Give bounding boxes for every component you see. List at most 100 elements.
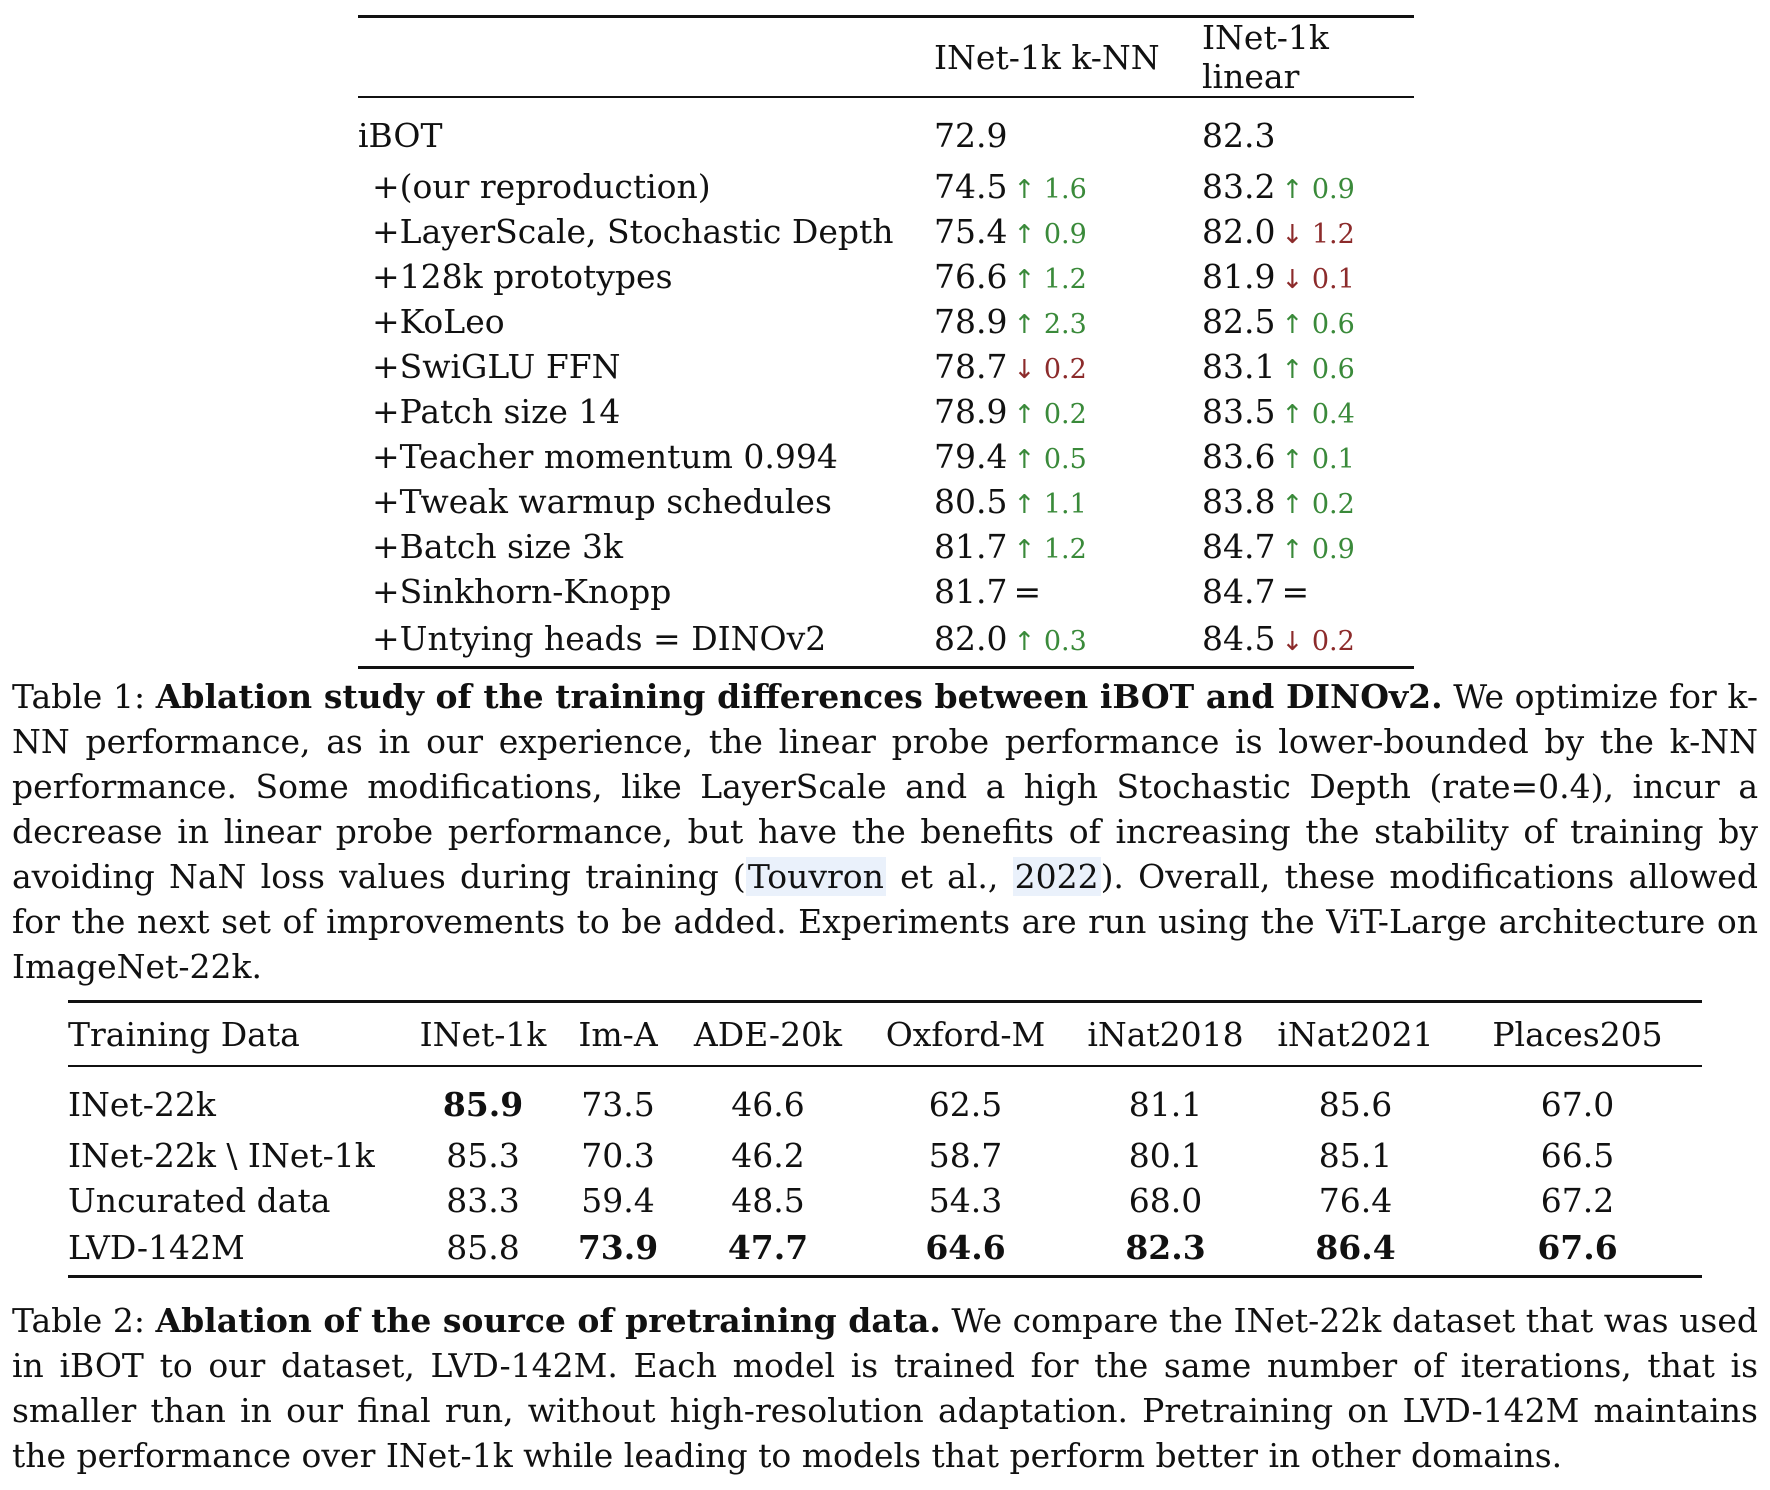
knn-cell: 81.7 ↑ 1.2 — [934, 524, 1202, 569]
table-2-row: LVD-142M 85.8 73.9 47.7 64.6 82.3 86.4 67.6 — [68, 1223, 1702, 1278]
arrow-up-icon: ↑ — [1281, 400, 1304, 430]
linear-delta: ↑ 0.4 — [1281, 399, 1354, 430]
table-2-header-inat2021: iNat2021 — [1258, 1000, 1453, 1067]
caption-title: Ablation study of the training differenc… — [155, 677, 1443, 716]
linear-delta-value: 0.6 — [1311, 354, 1355, 385]
linear-delta-value: 0.1 — [1311, 264, 1355, 295]
knn-delta: ↑ 1.2 — [1013, 534, 1086, 565]
linear-delta: ↑ 0.6 — [1281, 309, 1354, 340]
linear-cell: 84.5 ↓ 0.2 — [1202, 614, 1414, 669]
table-2-header-inat2018: iNat2018 — [1073, 1000, 1258, 1067]
knn-cell: 78.9 ↑ 2.3 — [934, 299, 1202, 344]
metric-value: 85.1 — [1318, 1136, 1393, 1175]
metric-value: 82.3 — [1073, 1223, 1258, 1278]
citation-etal: et al., — [885, 857, 1013, 896]
metric-value: 83.3 — [446, 1181, 520, 1220]
linear-delta: ↑ 0.6 — [1281, 354, 1354, 385]
arrow-down-icon: ↓ — [1281, 626, 1304, 657]
table-1-caption: Table 1: Ablation study of the training … — [12, 674, 1758, 989]
table-1-row: +KoLeo 78.9 ↑ 2.3 82.5 ↑ 0.6 — [358, 299, 1414, 344]
citation-author-link[interactable]: Touvron — [745, 857, 886, 896]
row-label: +KoLeo — [372, 302, 505, 341]
metric-value: 86.4 — [1258, 1223, 1453, 1278]
linear-value: 82.0 — [1202, 212, 1276, 251]
knn-value: 81.7 — [934, 527, 1008, 566]
knn-delta: ↑ 0.9 — [1013, 219, 1086, 250]
knn-delta: ↑ 1.1 — [1013, 489, 1086, 520]
metric-value: 46.2 — [731, 1136, 805, 1175]
table-1-row: +LayerScale, Stochastic Depth 75.4 ↑ 0.9 82… — [358, 209, 1414, 254]
linear-value: 84.7 — [1202, 527, 1276, 566]
knn-delta: ↑ 0.2 — [1013, 399, 1086, 430]
linear-delta-value: 0.2 — [1311, 489, 1355, 520]
table-2-header-places205: Places205 — [1453, 1000, 1702, 1067]
row-label: +LayerScale, Stochastic Depth — [372, 212, 894, 251]
metric-value: 76.4 — [1318, 1181, 1393, 1220]
linear-cell: 82.0 ↓ 1.2 — [1202, 209, 1414, 254]
table-1-header-row: INet-1k k-NN INet-1k linear — [358, 15, 1414, 98]
caption-text: We optimize for k-NN performance, as in … — [12, 677, 1758, 896]
table-2-header-ade20k: ADE-20k — [678, 1000, 858, 1067]
metric-value: 85.9 — [442, 1084, 524, 1124]
arrow-up-icon: ↑ — [1013, 265, 1036, 295]
linear-cell: 83.1 ↑ 0.6 — [1202, 344, 1414, 389]
linear-delta: ↑ 0.9 — [1281, 174, 1354, 205]
linear-delta-value: 0.4 — [1311, 399, 1355, 430]
arrow-down-icon: ↓ — [1013, 355, 1036, 385]
arrow-up-icon: ↑ — [1013, 220, 1036, 250]
table-1-row: +Patch size 14 78.9 ↑ 0.2 83.5 ↑ 0.4 — [358, 389, 1414, 434]
arrow-up-icon: ↑ — [1013, 626, 1036, 657]
linear-cell: 83.5 ↑ 0.4 — [1202, 389, 1414, 434]
knn-cell: 80.5 ↑ 1.1 — [934, 479, 1202, 524]
knn-delta: ↑ 0.3 — [1013, 626, 1086, 657]
arrow-up-icon: ↑ — [1281, 445, 1304, 475]
knn-value: 82.0 — [934, 618, 1008, 658]
arrow-up-icon: ↑ — [1013, 400, 1036, 430]
linear-value: 84.7 — [1202, 572, 1276, 611]
equals-icon: = — [1013, 572, 1042, 611]
training-data-label: INet-22k — [68, 1084, 216, 1124]
arrow-down-icon: ↓ — [1281, 220, 1304, 250]
knn-delta: = — [1013, 572, 1041, 611]
knn-delta-value: 0.2 — [1043, 354, 1087, 385]
caption-prefix: Table 2: — [12, 1301, 156, 1340]
knn-cell: 74.5 ↑ 1.6 — [934, 164, 1202, 209]
citation-year-link[interactable]: 2022 — [1012, 857, 1101, 896]
arrow-up-icon: ↑ — [1281, 355, 1304, 385]
knn-cell: 72.9 — [934, 97, 1202, 164]
linear-value: 83.2 — [1202, 167, 1276, 206]
arrow-up-icon: ↑ — [1281, 175, 1304, 205]
metric-value: 85.6 — [1318, 1084, 1393, 1124]
linear-cell: 82.3 — [1202, 97, 1414, 164]
knn-cell: 79.4 ↑ 0.5 — [934, 434, 1202, 479]
knn-delta-value: 1.1 — [1043, 489, 1087, 520]
table-1-row: +(our reproduction) 74.5 ↑ 1.6 83.2 ↑ 0.9 — [358, 164, 1414, 209]
table-1-row: +Teacher momentum 0.994 79.4 ↑ 0.5 83.6 ↑ 0.… — [358, 434, 1414, 479]
caption-prefix: Table 1: — [12, 677, 156, 716]
linear-value: 82.5 — [1202, 302, 1276, 341]
table-2-header-oxfordm: Oxford-M — [858, 1000, 1073, 1067]
knn-cell: 76.6 ↑ 1.2 — [934, 254, 1202, 299]
linear-delta-value: 0.6 — [1311, 309, 1355, 340]
arrow-up-icon: ↑ — [1281, 535, 1304, 565]
knn-value: 72.9 — [934, 115, 1008, 155]
table-1-header-linear: INet-1k linear — [1202, 15, 1414, 98]
knn-value: 78.7 — [934, 347, 1008, 386]
linear-delta: ↑ 0.1 — [1281, 444, 1354, 475]
knn-delta-value: 0.5 — [1043, 444, 1087, 475]
table-2-header-inet1k: INet-1k — [408, 1000, 558, 1067]
knn-value: 81.7 — [934, 572, 1008, 611]
training-data-label: Uncurated data — [68, 1181, 331, 1220]
linear-delta-value: 0.9 — [1311, 534, 1355, 565]
arrow-down-icon: ↓ — [1281, 265, 1304, 295]
linear-delta: ↓ 0.2 — [1281, 626, 1354, 657]
row-label: +128k prototypes — [372, 257, 673, 296]
linear-delta-value: 0.1 — [1311, 444, 1355, 475]
arrow-up-icon: ↑ — [1013, 535, 1036, 565]
metric-value: 48.5 — [731, 1181, 805, 1220]
knn-delta-value: 0.2 — [1043, 399, 1087, 430]
metric-value: 64.6 — [858, 1223, 1073, 1278]
table-1-row: +Tweak warmup schedules 80.5 ↑ 1.1 83.8 ↑ 0.… — [358, 479, 1414, 524]
table-1-row: +Batch size 3k 81.7 ↑ 1.2 84.7 ↑ 0.9 — [358, 524, 1414, 569]
table-2-row: INet-22k 85.9 73.5 46.6 62.5 81.1 85.6 67.0 — [68, 1066, 1702, 1133]
